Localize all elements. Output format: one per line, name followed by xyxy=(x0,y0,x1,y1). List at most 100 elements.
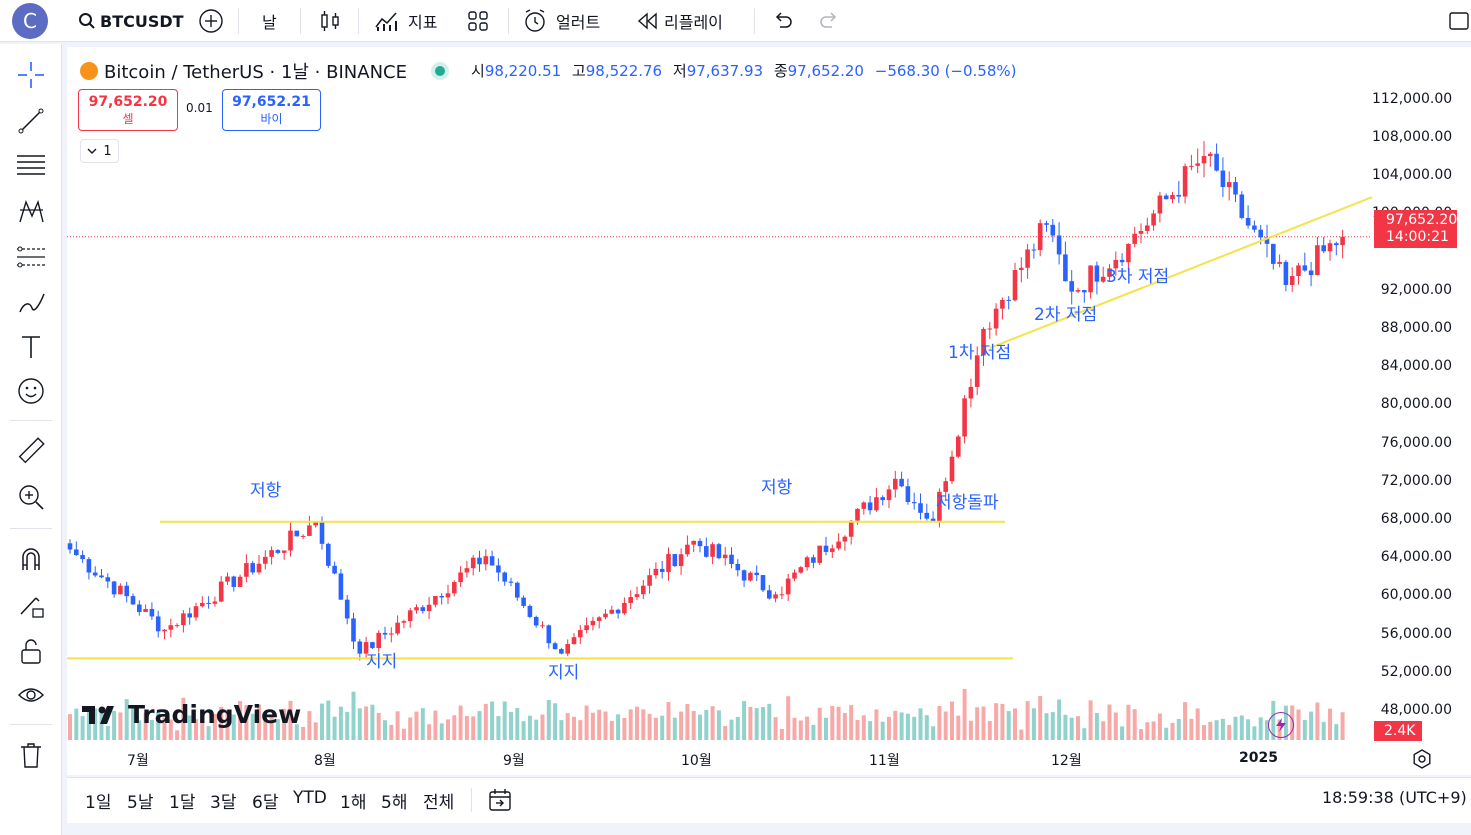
range-1y[interactable]: 1해 xyxy=(340,793,367,813)
remove-drawings-tool[interactable] xyxy=(12,738,50,772)
emoji-tool[interactable] xyxy=(12,374,50,408)
volume-bar xyxy=(786,696,791,740)
layout-menu-button[interactable] xyxy=(1448,6,1470,36)
projection-tool[interactable] xyxy=(12,240,50,274)
candle-body xyxy=(130,596,136,605)
range-3m[interactable]: 3달 xyxy=(210,793,237,813)
alert-button[interactable]: 얼러트 xyxy=(522,6,600,36)
annotation-low-2[interactable]: 2차 저점 xyxy=(1034,305,1098,325)
high-label: 고 xyxy=(571,62,586,80)
volume-bar xyxy=(912,716,917,740)
volume-bar xyxy=(729,719,734,740)
candle-body xyxy=(533,616,539,626)
chart-type-button[interactable] xyxy=(318,6,342,36)
candle-body xyxy=(67,543,73,550)
candle-body xyxy=(1031,249,1037,251)
magnet-tool[interactable] xyxy=(12,542,50,576)
annotation-low-3[interactable]: 3차 저점 xyxy=(1106,267,1170,287)
range-6m[interactable]: 6달 xyxy=(252,793,279,813)
candle-body xyxy=(874,497,879,511)
range-5d[interactable]: 5날 xyxy=(127,793,154,813)
annotation-resistance-1[interactable]: 저항 xyxy=(250,481,282,501)
lock-drawing-tool[interactable] xyxy=(12,588,50,622)
measure-tool[interactable] xyxy=(12,434,50,468)
clock-timezone[interactable]: 18:59:38 (UTC+9) xyxy=(1322,788,1467,807)
volume-bar xyxy=(401,728,406,740)
candle-body xyxy=(1220,170,1226,188)
buy-button[interactable]: 97,652.21 바이 xyxy=(222,89,321,131)
annotation-breakout[interactable]: 저항돌파 xyxy=(936,493,999,513)
candle-body xyxy=(584,625,589,631)
pattern-tool[interactable] xyxy=(12,194,50,228)
symbol-legend[interactable]: Bitcoin / TetherUS · 1날 · BINANCE xyxy=(80,58,445,84)
indicators-collapse-button[interactable]: 1 xyxy=(80,139,119,163)
lightning-button[interactable] xyxy=(1268,712,1294,738)
volume-bar xyxy=(168,719,173,740)
volume-bar xyxy=(263,720,268,740)
goto-date-button[interactable] xyxy=(487,787,513,817)
candle-body xyxy=(842,536,848,542)
trendline-tool[interactable] xyxy=(12,104,50,138)
replay-button[interactable]: 리플레이 xyxy=(636,6,723,36)
volume-bar xyxy=(603,711,608,740)
volume-bar xyxy=(515,708,520,740)
candle-body xyxy=(1126,243,1131,263)
volume-bar xyxy=(313,722,318,740)
candle-body xyxy=(748,572,753,581)
hide-drawings-tool[interactable] xyxy=(12,678,50,712)
candle-body xyxy=(641,585,646,595)
crosshair-tool[interactable] xyxy=(12,58,50,92)
annotation-low-1[interactable]: 1차 저점 xyxy=(948,343,1012,363)
range-5y[interactable]: 5해 xyxy=(381,793,408,813)
lock-all-tool[interactable] xyxy=(12,634,50,668)
change-value: −568.30 (−0.58%) xyxy=(874,62,1017,80)
volume-bar xyxy=(1019,729,1024,740)
undo-button[interactable] xyxy=(772,6,794,36)
volume-bar xyxy=(987,720,992,740)
candle-body xyxy=(174,625,180,627)
range-all[interactable]: 전체 xyxy=(423,793,455,813)
range-1d[interactable]: 1일 xyxy=(85,793,112,813)
layouts-button[interactable] xyxy=(466,6,490,36)
candle-body xyxy=(949,456,955,482)
undo-icon xyxy=(775,12,792,28)
sell-button[interactable]: 97,652.20 셀 xyxy=(78,89,178,131)
chart-pane[interactable] xyxy=(67,47,1471,775)
annotation-support-2[interactable]: 지지 xyxy=(548,663,580,683)
range-ytd[interactable]: YTD xyxy=(293,788,327,808)
volume-bar xyxy=(446,719,450,740)
fib-tool[interactable] xyxy=(12,148,50,182)
time-label-dec: 12월 xyxy=(1051,753,1082,769)
indicators-button[interactable]: 지표 xyxy=(374,6,437,36)
annotation-support-1[interactable]: 지지 xyxy=(366,652,398,672)
chart-settings-button[interactable] xyxy=(1411,748,1433,774)
user-avatar[interactable]: C xyxy=(12,3,48,39)
add-symbol-button[interactable] xyxy=(198,6,224,36)
candle-body xyxy=(962,398,967,437)
volume-bar xyxy=(244,705,249,740)
time-label-2025: 2025 xyxy=(1239,750,1278,766)
brush-tool[interactable] xyxy=(12,286,50,320)
annotation-resistance-2[interactable]: 저항 xyxy=(761,478,793,498)
candle-body xyxy=(1264,237,1270,244)
volume-bar xyxy=(590,712,595,740)
redo-button[interactable] xyxy=(818,6,840,36)
volume-bar xyxy=(452,715,457,740)
candle-body xyxy=(779,594,785,596)
text-tool[interactable] xyxy=(12,330,50,364)
volume-bar xyxy=(1208,721,1213,740)
symbol-search-button[interactable]: BTCUSDT xyxy=(78,6,184,36)
range-1m[interactable]: 1달 xyxy=(169,793,196,813)
zoom-tool[interactable] xyxy=(12,480,50,514)
candle-body xyxy=(515,582,520,598)
tradingview-logo[interactable]: TradingView xyxy=(82,700,301,729)
candle-body xyxy=(943,481,948,492)
candle-body xyxy=(565,644,570,654)
candle-body xyxy=(785,578,791,595)
price-axis-label: 88,000.00 xyxy=(1380,319,1452,336)
candle-body xyxy=(313,521,318,526)
magnet-icon xyxy=(22,548,40,570)
volume-bar xyxy=(1151,721,1156,740)
volume-bar xyxy=(383,720,387,740)
interval-button[interactable]: 날 xyxy=(262,13,277,32)
